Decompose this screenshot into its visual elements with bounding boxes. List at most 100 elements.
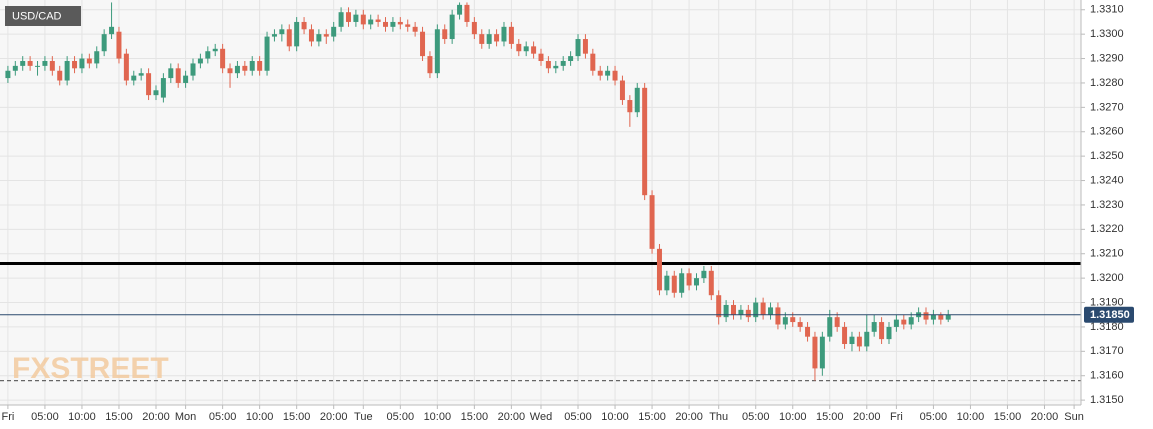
candle-body: [464, 4, 470, 22]
x-tick-label: 20:00: [675, 411, 703, 423]
candle-body: [494, 34, 500, 42]
candle-body: [138, 73, 144, 76]
candle-body: [597, 70, 603, 76]
candle-body: [619, 80, 625, 101]
candle-body: [79, 58, 85, 69]
candle-body: [5, 70, 11, 79]
y-tick-label: 1.3220: [1090, 223, 1124, 235]
candle-body: [856, 336, 862, 347]
x-tick-label: 05:00: [920, 411, 948, 423]
x-tick-label: 20:00: [498, 411, 526, 423]
candle-body: [220, 48, 226, 69]
candle-body: [12, 65, 18, 71]
candle-body: [671, 275, 677, 293]
candle-body: [301, 21, 307, 30]
x-tick-label: 15:00: [816, 411, 844, 423]
candle-body: [35, 65, 41, 67]
candle-body: [175, 68, 181, 83]
y-tick-label: 1.3260: [1090, 126, 1124, 138]
candle-body: [183, 75, 189, 83]
candle-body: [760, 302, 766, 315]
candle-body: [234, 65, 240, 74]
candle-body: [434, 29, 440, 74]
chart-title: USD/CAD: [12, 10, 62, 22]
candle-body: [745, 309, 751, 318]
candle-body: [420, 31, 426, 57]
candle-body: [323, 34, 329, 37]
candle-body: [471, 21, 477, 35]
candle-body: [686, 273, 692, 286]
candle-body: [249, 60, 255, 71]
candle-body: [901, 319, 907, 325]
candle-body: [116, 31, 122, 59]
candle-body: [708, 270, 714, 296]
candle-body: [360, 14, 366, 25]
candle-body: [20, 60, 26, 66]
candle-body: [864, 331, 870, 347]
watermark: FXSTREET: [12, 352, 169, 385]
y-tick-label: 1.3310: [1090, 4, 1124, 16]
y-tick-label: 1.3210: [1090, 248, 1124, 260]
last-price-label: 1.31850: [1090, 309, 1130, 321]
x-tick-label: 15:00: [638, 411, 666, 423]
candle-body: [568, 56, 574, 61]
x-tick-label: Sun: [1064, 411, 1084, 423]
candle-body: [160, 78, 166, 98]
candle-body: [405, 24, 411, 27]
candle-body: [590, 53, 596, 71]
marks: [0, 2, 1081, 382]
x-tick-label: 20:00: [320, 411, 348, 423]
x-tick-label: 10:00: [424, 411, 452, 423]
candle-body: [782, 317, 788, 325]
candle-body: [197, 58, 203, 64]
candle-body: [227, 68, 233, 74]
x-tick-label: 10:00: [779, 411, 807, 423]
candle-body: [27, 60, 33, 66]
candle-body: [701, 270, 707, 279]
y-tick-label: 1.3270: [1090, 101, 1124, 113]
candle-body: [331, 26, 337, 37]
candle-body: [508, 26, 514, 44]
candle-body: [649, 195, 655, 249]
candle-body: [190, 63, 196, 76]
candle-body: [893, 319, 899, 327]
x-tick-label: 10:00: [601, 411, 629, 423]
candle-body: [390, 21, 396, 27]
candle-body: [938, 314, 944, 320]
x-tick-label: Thu: [709, 411, 728, 423]
candle-body: [553, 65, 559, 69]
candle-body: [242, 65, 248, 71]
y-tick-label: 1.3230: [1090, 199, 1124, 211]
candle-body: [168, 68, 174, 79]
candle-body: [945, 314, 951, 320]
candle-body: [642, 87, 648, 196]
candle-body: [582, 39, 588, 54]
x-tick-label: 10:00: [68, 411, 96, 423]
x-tick-label: Tue: [354, 411, 373, 423]
candle-body: [457, 4, 463, 15]
candle-body: [397, 21, 403, 25]
candle-body: [264, 36, 270, 71]
candle-body: [560, 60, 566, 66]
candle-body: [353, 14, 359, 22]
y-tick-label: 1.3250: [1090, 150, 1124, 162]
candle-body: [49, 60, 55, 71]
candle-body: [109, 26, 115, 35]
candle-body: [64, 60, 70, 81]
candle-body: [538, 53, 544, 61]
candle-body: [146, 73, 152, 96]
candle-body: [634, 87, 640, 113]
x-tick-label: Fri: [890, 411, 903, 423]
x-tick-label: 10:00: [246, 411, 274, 423]
candle-body: [738, 309, 744, 315]
candle-body: [886, 326, 892, 340]
x-tick-label: 05:00: [209, 411, 237, 423]
y-tick-label: 1.3180: [1090, 321, 1124, 333]
candle-body: [819, 336, 825, 369]
candle-body: [257, 60, 263, 71]
candle-body: [827, 317, 833, 337]
y-tick-label: 1.3300: [1090, 28, 1124, 40]
candle-body: [753, 302, 759, 318]
candle-body: [768, 307, 774, 315]
